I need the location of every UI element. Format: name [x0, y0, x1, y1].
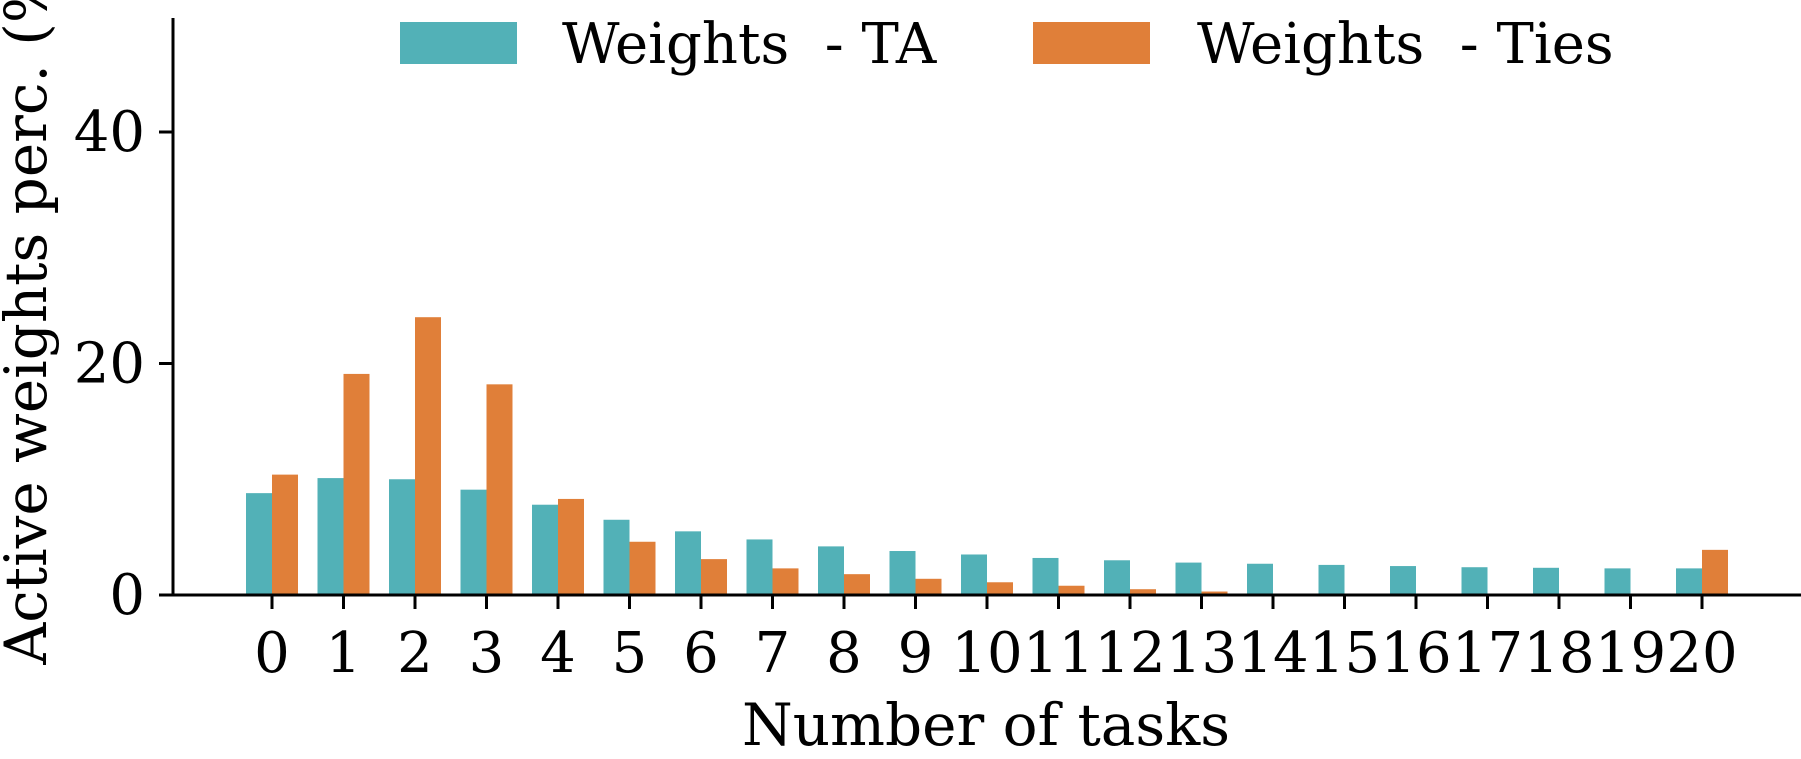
legend: Weights - TA Weights - Ties	[400, 12, 1614, 77]
x-tick-label-2: 2	[397, 621, 433, 686]
legend-swatch-ties	[1033, 22, 1150, 64]
x-tick-label-10: 10	[951, 621, 1022, 686]
bar-ties-8	[844, 574, 870, 595]
x-tick-label-15: 15	[1309, 621, 1380, 686]
bar-ta-5	[603, 519, 630, 595]
x-tick-label-8: 8	[826, 621, 862, 686]
y-tick-label-20: 20	[74, 332, 145, 397]
bar-ties-10	[987, 582, 1013, 595]
bar-ta-15	[1318, 564, 1345, 595]
bar-ta-1	[317, 478, 344, 595]
bar-ties-3	[486, 384, 513, 595]
x-tick-label-11: 11	[1023, 621, 1094, 686]
bars	[246, 317, 1728, 595]
x-tick-label-16: 16	[1380, 621, 1451, 686]
x-tick-label-14: 14	[1237, 621, 1308, 686]
legend-label-ta: Weights - TA	[562, 12, 937, 77]
bar-ties-6	[701, 559, 727, 595]
bar-ta-16	[1390, 566, 1416, 595]
bar-ta-0	[246, 493, 272, 595]
bar-ties-5	[629, 541, 656, 595]
bar-ties-9	[915, 578, 942, 595]
bar-ta-18	[1533, 567, 1559, 595]
y-axis-title: Active weights perc. (%)	[0, 0, 60, 666]
bar-ties-20	[1702, 549, 1728, 595]
x-tick-label-3: 3	[469, 621, 505, 686]
bar-ties-7	[772, 568, 799, 595]
x-tick-label-1: 1	[326, 621, 362, 686]
bar-ties-13	[1201, 591, 1228, 595]
bar-ta-6	[675, 531, 701, 595]
bar-ta-17	[1461, 567, 1488, 595]
bar-ta-14	[1247, 563, 1273, 595]
bar-ta-12	[1104, 560, 1130, 595]
x-tick-label-9: 9	[898, 621, 934, 686]
bar-ties-11	[1058, 585, 1085, 595]
legend-label-ties: Weights - Ties	[1197, 12, 1614, 77]
x-tick-label-12: 12	[1094, 621, 1165, 686]
bar-ta-7	[746, 539, 773, 595]
x-tick-label-6: 6	[683, 621, 719, 686]
bar-ta-2	[389, 479, 415, 595]
bar-ties-0	[272, 474, 298, 595]
bar-ta-20	[1676, 568, 1702, 595]
bar-ta-19	[1604, 568, 1631, 595]
x-axis-title: Number of tasks	[742, 691, 1230, 759]
x-tick-label-18: 18	[1523, 621, 1594, 686]
bar-ta-4	[532, 504, 558, 595]
y-tick-label-0: 0	[109, 563, 145, 628]
x-tick-label-17: 17	[1452, 621, 1523, 686]
x-tick-label-20: 20	[1666, 621, 1737, 686]
x-tick-label-5: 5	[612, 621, 648, 686]
x-tick-label-4: 4	[540, 621, 576, 686]
y-tick-label-40: 40	[74, 100, 145, 165]
bar-ta-3	[460, 489, 487, 595]
bar-ta-11	[1032, 557, 1059, 595]
x-tick-label-19: 19	[1595, 621, 1666, 686]
x-tick-label-13: 13	[1166, 621, 1237, 686]
bar-ta-8	[818, 546, 844, 595]
bar-ties-12	[1130, 589, 1156, 595]
bar-ties-1	[343, 373, 370, 595]
x-tick-label-0: 0	[254, 621, 290, 686]
x-tick-label-7: 7	[755, 621, 791, 686]
bar-ta-13	[1175, 562, 1202, 595]
bar-ties-4	[558, 498, 584, 595]
bar-ties-2	[415, 317, 441, 595]
legend-swatch-ta	[400, 22, 517, 64]
bar-ta-10	[961, 554, 987, 595]
bar-ta-9	[889, 551, 916, 595]
